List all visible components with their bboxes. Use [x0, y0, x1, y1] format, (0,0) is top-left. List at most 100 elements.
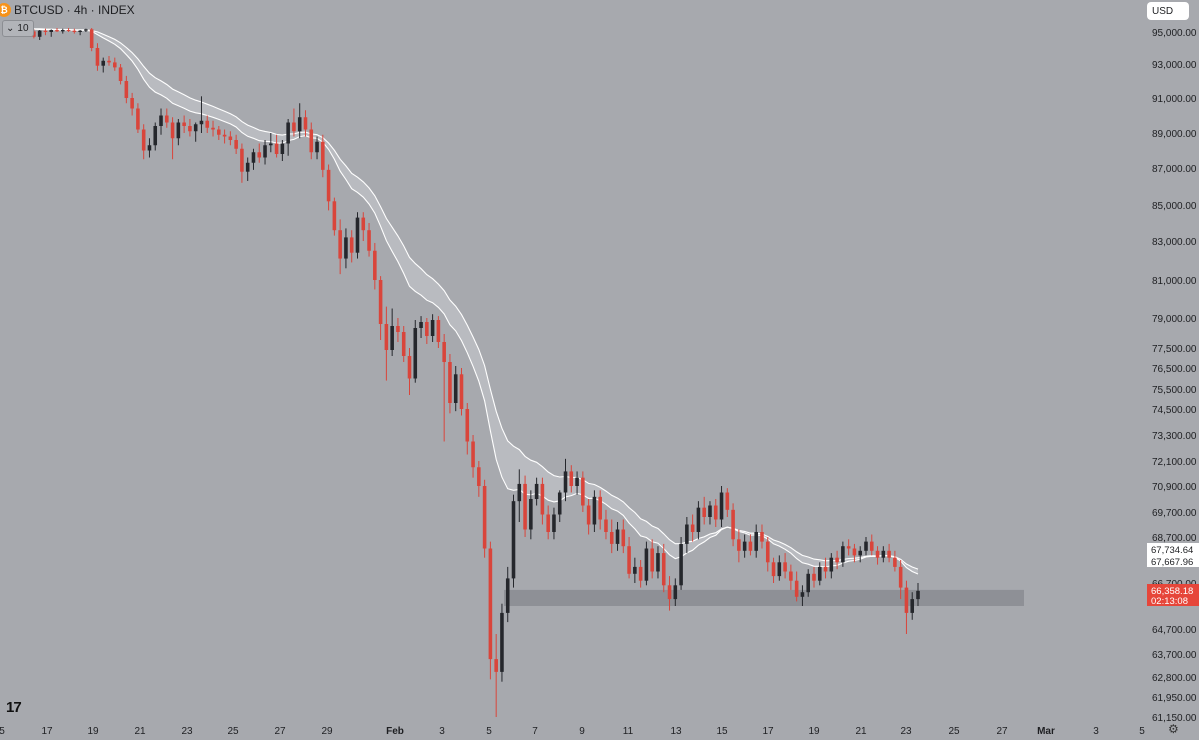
candle-body — [702, 507, 706, 517]
candle — [465, 403, 470, 455]
candle-body — [667, 585, 672, 600]
candle — [269, 133, 273, 153]
candle-body — [696, 507, 701, 532]
candle-body — [869, 541, 874, 551]
candle — [725, 488, 730, 517]
candle-body — [338, 230, 342, 259]
y-tick-label: 69,700.00 — [1152, 508, 1197, 519]
candle — [829, 553, 834, 579]
candle — [731, 503, 735, 547]
tradingview-logo[interactable]: 17 — [6, 699, 22, 716]
currency-selector[interactable]: USD — [1147, 2, 1189, 20]
candle — [217, 126, 221, 140]
candle — [107, 56, 111, 66]
candle-body — [910, 599, 915, 613]
time-axis[interactable]: 5 17 19 21 23 25 27 29 Feb 3 5 7 9 11 13 15 17 19 21 23 25 27… — [0, 726, 1145, 737]
candle — [367, 223, 371, 257]
candle-body — [737, 539, 741, 551]
y-tick-label: 95,000.00 — [1152, 28, 1197, 39]
candle-body — [217, 129, 221, 135]
candle-body — [297, 117, 302, 132]
candle — [407, 348, 412, 395]
ma-price-label-bg — [1147, 555, 1199, 567]
symbol-title[interactable]: BTCUSD · 4h · INDEX — [14, 3, 135, 17]
ma-slow-line — [4, 26, 919, 570]
interval-selector[interactable]: ⌄ 10 — [2, 20, 34, 37]
price-axis[interactable]: 95,000.00 93,000.00 91,000.00 89,000.00 87,0… — [1152, 28, 1197, 724]
y-tick-label: 63,700.00 — [1152, 650, 1197, 661]
candle — [563, 458, 568, 502]
candle — [581, 471, 585, 512]
candle — [349, 230, 354, 263]
candle — [286, 119, 290, 156]
symbol-header[interactable]: ₿ BTCUSD · 4h · INDEX — [0, 0, 135, 20]
candle — [765, 537, 770, 572]
candle-body — [586, 505, 591, 525]
candle — [841, 541, 845, 567]
candle-body — [315, 141, 319, 153]
y-tick-label: 75,500.00 — [1152, 385, 1197, 396]
candle-body — [269, 143, 273, 146]
candle — [898, 560, 903, 600]
candle-body — [563, 471, 568, 493]
candle-body — [430, 320, 435, 336]
gear-icon[interactable]: ⚙ — [1168, 722, 1179, 736]
candle — [72, 28, 77, 34]
candle-body — [777, 562, 782, 577]
x-tick-label: 9 — [579, 726, 585, 737]
candle-body — [748, 541, 753, 551]
candle — [592, 490, 597, 532]
candle-body — [280, 143, 285, 154]
ma-price-label-text: 67,734.64 — [1151, 545, 1193, 556]
candle — [205, 115, 210, 133]
last-price-value: 66,358.18 — [1151, 586, 1193, 597]
candle-body — [477, 467, 481, 486]
candle-body — [557, 492, 562, 515]
candle-body — [511, 501, 516, 579]
x-tick-label: 21 — [855, 726, 867, 737]
candle-body — [841, 546, 845, 563]
x-tick-label: 17 — [762, 726, 774, 737]
y-tick-label: 87,000.00 — [1152, 164, 1197, 175]
candle — [488, 541, 493, 680]
candle — [552, 507, 556, 540]
candle-body — [846, 546, 851, 549]
candle-body — [546, 514, 550, 532]
candle — [442, 334, 446, 442]
candle — [881, 546, 886, 563]
candle-body — [107, 60, 111, 63]
candle-body — [765, 541, 770, 563]
candle — [419, 316, 423, 338]
candle-body — [321, 141, 325, 170]
candle-body — [147, 145, 152, 151]
y-tick-label: 76,500.00 — [1152, 364, 1197, 375]
candle-body — [835, 557, 839, 563]
candle — [459, 368, 464, 416]
candle-body — [72, 30, 77, 32]
candle-body — [413, 328, 418, 379]
candle — [621, 519, 626, 554]
candle — [760, 524, 764, 549]
candle — [529, 490, 533, 540]
ma-price-label-bg — [1147, 543, 1199, 555]
candle-body — [182, 122, 186, 126]
candle-body — [453, 374, 458, 403]
last-price-label-bg — [1147, 584, 1199, 606]
moving-average-band — [4, 26, 919, 575]
interval-value: 10 — [17, 23, 29, 34]
candle — [540, 477, 545, 525]
y-tick-label: 85,000.00 — [1152, 201, 1197, 212]
candle-body — [37, 30, 42, 37]
candle-body — [679, 543, 683, 586]
candle — [852, 543, 857, 563]
candle-body — [245, 162, 250, 172]
candles — [3, 24, 920, 717]
candle — [505, 566, 510, 623]
chevron-down-icon[interactable]: ⌄ — [6, 23, 15, 34]
y-tick-label: 70,900.00 — [1152, 482, 1197, 493]
candle-body — [89, 29, 94, 48]
y-tick-label: 81,000.00 — [1152, 276, 1197, 287]
candle-body — [32, 31, 36, 37]
